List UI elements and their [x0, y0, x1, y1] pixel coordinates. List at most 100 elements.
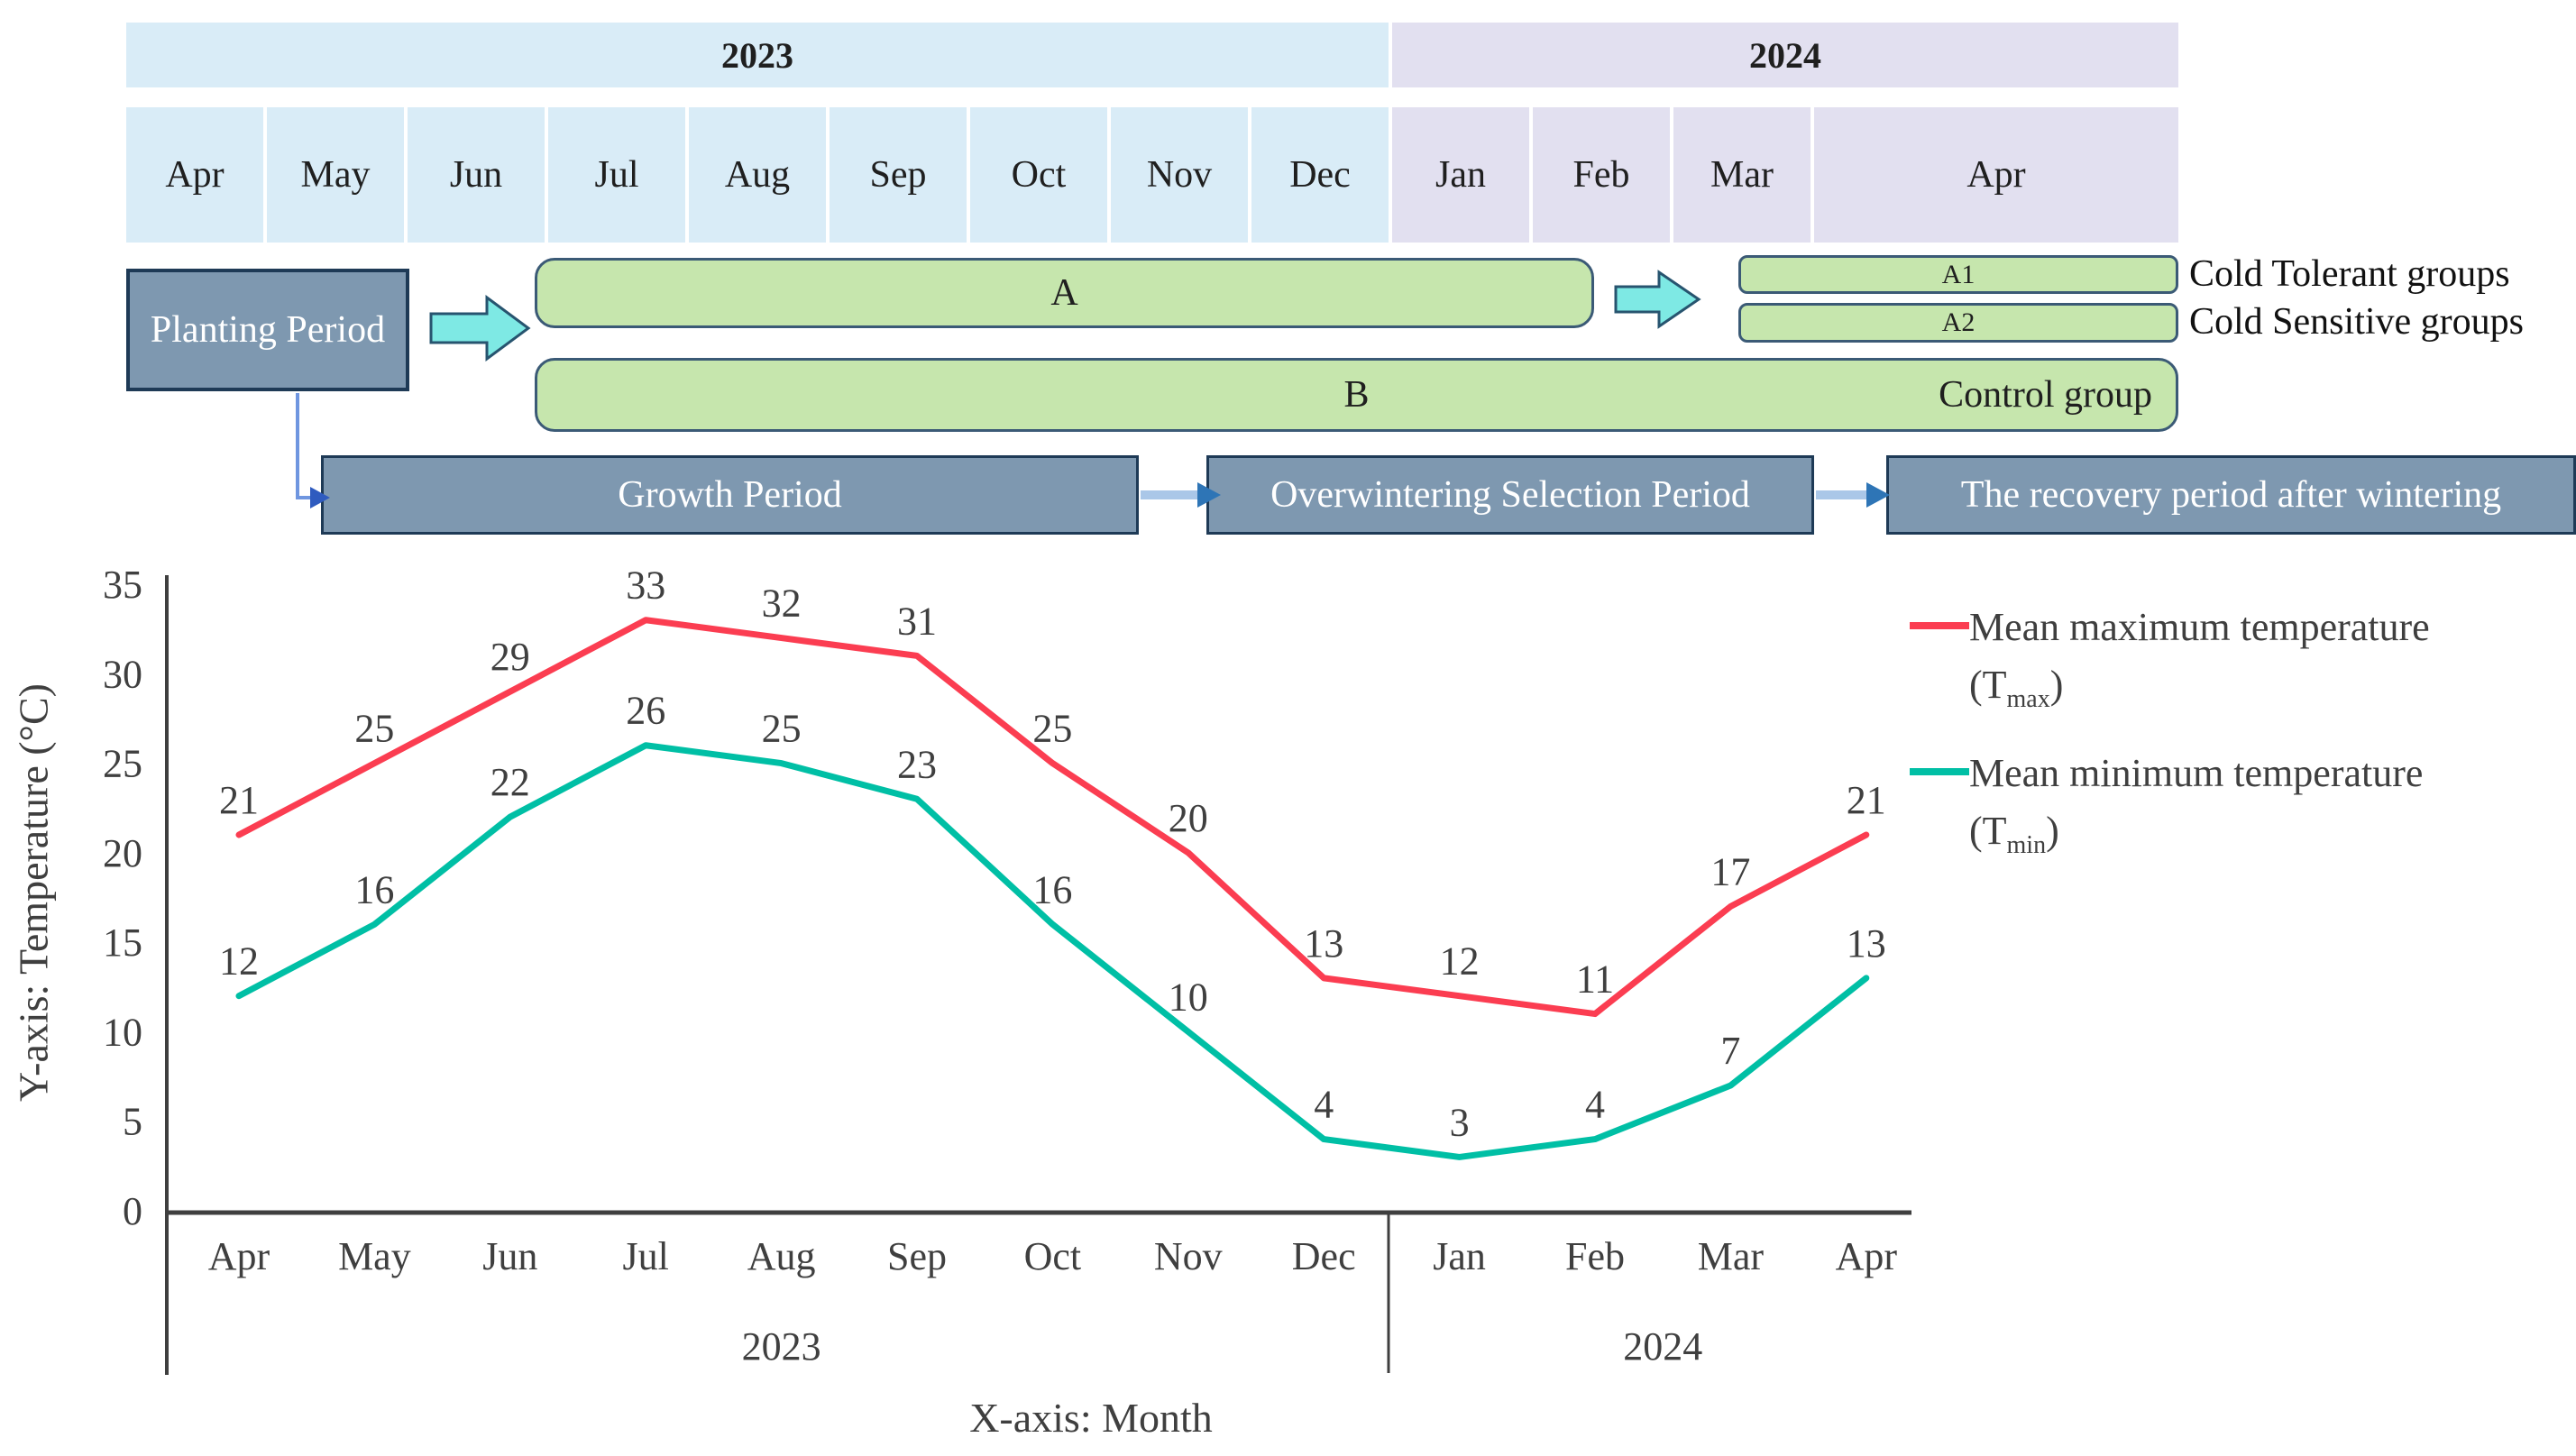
growth-period-label: Growth Period — [618, 473, 842, 516]
legend-tmax-suffix: ) — [2049, 662, 2064, 707]
data-point-label: 29 — [490, 635, 530, 679]
flow-arrow-icon — [1614, 270, 1701, 329]
data-point-label: 25 — [762, 707, 802, 751]
data-point-label: 31 — [897, 599, 937, 643]
recovery-period-label: The recovery period after wintering — [1960, 473, 2502, 516]
data-point-label: 26 — [626, 689, 665, 733]
x-tick-label: Oct — [1024, 1234, 1082, 1278]
data-point-label: 4 — [1585, 1083, 1605, 1127]
x-tick-label: Apr — [1836, 1234, 1898, 1278]
tmin-line-swatch-icon — [1910, 768, 1969, 776]
planting-to-growth-connector — [296, 393, 310, 499]
period-arrowhead-icon — [1197, 482, 1221, 508]
timeline-month-cell: Apr — [126, 107, 263, 243]
group-a2-bar: A2 — [1738, 303, 2178, 343]
y-tick-label: 35 — [103, 563, 142, 607]
legend-tmin-prefix: (T — [1969, 808, 2007, 853]
cold-tolerant-label: Cold Tolerant groups — [2189, 253, 2510, 295]
group-a-label: A — [1050, 272, 1078, 314]
tmax-line-swatch-icon — [1910, 622, 1969, 629]
y-tick-label: 25 — [103, 742, 142, 786]
x-tick-label: Jun — [482, 1234, 537, 1278]
x-tick-label: Jul — [623, 1234, 669, 1278]
x-tick-label: Feb — [1565, 1234, 1625, 1278]
data-point-label: 17 — [1710, 849, 1750, 893]
data-point-label: 23 — [897, 742, 937, 786]
data-point-label: 22 — [490, 760, 530, 804]
temperature-line-chart: 0 5 10 15 20 25 30 35 Apr May Jun Jul Aug Sep Oct Nov De… — [103, 563, 1911, 1441]
data-point-label: 16 — [1032, 867, 1072, 911]
data-point-label: 16 — [354, 867, 394, 911]
x-tick-label: Dec — [1292, 1234, 1356, 1278]
growth-period-bar: Growth Period — [321, 455, 1139, 535]
y-tick-label: 5 — [123, 1100, 142, 1144]
data-point-label: 13 — [1847, 921, 1886, 966]
timeline-year-row: 2023 2024 — [126, 23, 2191, 87]
timeline-month-cell: Nov — [1111, 107, 1248, 243]
timeline-month-cell: Jan — [1392, 107, 1529, 243]
data-point-label: 12 — [1440, 939, 1480, 984]
x-tick-label: Jan — [1433, 1234, 1486, 1278]
group-a1-bar: A1 — [1738, 255, 2178, 294]
timeline-month-cell: Mar — [1673, 107, 1811, 243]
tmin-line — [235, 742, 1870, 1160]
x-tick-label: Sep — [887, 1234, 947, 1278]
data-point-label: 10 — [1169, 975, 1208, 1019]
tmax-line — [235, 617, 1870, 1018]
timeline-month-cell: Sep — [830, 107, 967, 243]
legend-entry-tmax: Mean maximum temperature (Tmax) — [1910, 599, 2559, 718]
legend-entry-tmin: Mean minimum temperature (Tmin) — [1910, 745, 2559, 864]
timeline-month-cell: Jul — [548, 107, 685, 243]
group-b-bar: B Control group — [535, 358, 2178, 432]
recovery-period-bar: The recovery period after wintering — [1886, 455, 2576, 535]
timeline-month-cell: Aug — [689, 107, 826, 243]
data-point-label: 13 — [1304, 921, 1343, 966]
cold-sensitive-label: Cold Sensitive groups — [2189, 301, 2525, 343]
period-arrowhead-icon — [1866, 482, 1890, 508]
timeline-month-row: Apr May Jun Jul Aug Sep Oct Nov Dec Jan Feb Mar Apr — [126, 107, 2191, 243]
timeline-month-cell: May — [267, 107, 404, 243]
group-a-bar: A — [535, 258, 1594, 328]
x-tick-label: Aug — [747, 1234, 816, 1278]
legend-tmax-sub: max — [2006, 684, 2050, 713]
data-point-label: 20 — [1169, 796, 1208, 840]
data-point-label: 32 — [762, 581, 802, 626]
x-year-label: 2024 — [1623, 1324, 1702, 1369]
data-point-label: 21 — [1847, 778, 1886, 822]
control-group-label: Control group — [1939, 374, 2152, 416]
timeline-year-band-2023: 2023 — [126, 23, 1389, 87]
data-point-label: 33 — [626, 563, 665, 608]
legend-tmax-prefix: (T — [1969, 662, 2007, 707]
planting-period-label: Planting Period — [150, 308, 386, 351]
legend-tmin-sub: min — [2006, 830, 2047, 859]
y-tick-label: 10 — [103, 1010, 142, 1054]
overwintering-period-label: Overwintering Selection Period — [1270, 473, 1750, 516]
data-point-label: 25 — [1032, 707, 1072, 751]
x-axis-title: X-axis: Month — [969, 1395, 1213, 1441]
timeline-month-cell: Apr — [1814, 107, 2178, 243]
timeline-year-band-2024: 2024 — [1392, 23, 2178, 87]
data-point-label: 3 — [1450, 1100, 1470, 1144]
group-b-label: B — [1343, 374, 1370, 416]
x-tick-label: Apr — [208, 1234, 270, 1278]
data-point-label: 11 — [1576, 957, 1614, 1002]
timeline-month-cell: Jun — [408, 107, 545, 243]
overwintering-period-bar: Overwintering Selection Period — [1206, 455, 1814, 535]
timeline-table: 2023 2024 Apr May Jun Jul Aug Sep Oct Nov Dec Jan F… — [126, 23, 2191, 243]
y-tick-label: 30 — [103, 652, 142, 696]
x-tick-label: May — [338, 1234, 411, 1278]
data-point-label: 25 — [354, 707, 394, 751]
timeline-month-cell: Oct — [970, 107, 1107, 243]
x-tick-label: Mar — [1698, 1234, 1765, 1278]
chart-legend: Mean maximum temperature (Tmax) Mean min… — [1910, 599, 2559, 864]
timeline-month-cell: Dec — [1251, 107, 1389, 243]
connector-arrowhead-icon — [310, 487, 330, 508]
group-a2-label: A2 — [1941, 307, 1976, 337]
gantt-connector-layer — [296, 270, 1890, 508]
data-point-label: 7 — [1720, 1029, 1740, 1073]
legend-tmax-text: Mean maximum temperature (Tmax) — [1969, 599, 2430, 718]
legend-tmax-line1: Mean maximum temperature — [1969, 605, 2430, 649]
data-point-label: 4 — [1314, 1083, 1334, 1127]
y-tick-label: 0 — [123, 1189, 142, 1233]
